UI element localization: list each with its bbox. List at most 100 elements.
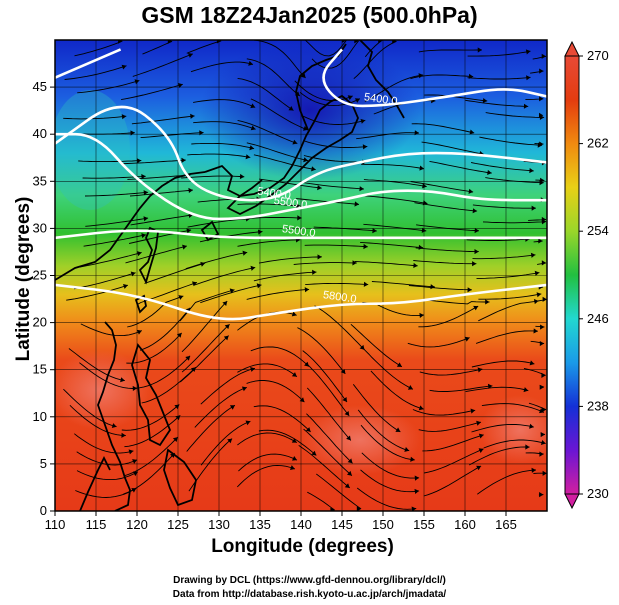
streamline — [485, 177, 544, 184]
streamline — [483, 439, 546, 449]
streamline — [471, 423, 534, 433]
streamline-arrow — [241, 386, 247, 392]
streamline — [76, 470, 139, 481]
coastline — [79, 455, 111, 511]
streamline — [415, 247, 479, 253]
y-tick-label: 35 — [33, 173, 47, 188]
streamline-arrow — [411, 506, 417, 511]
streamline-arrow — [120, 377, 125, 383]
warm-spot — [480, 395, 547, 465]
streamline — [412, 409, 476, 416]
streamline-arrow — [396, 362, 402, 367]
streamline — [363, 223, 427, 232]
streamline — [467, 76, 531, 80]
streamline-arrow — [344, 411, 350, 416]
streamline-arrow — [404, 447, 410, 452]
streamline-arrow — [250, 103, 256, 109]
streamline-arrow — [539, 68, 544, 74]
streamline-arrow — [199, 130, 204, 136]
streamline-arrow — [187, 53, 193, 58]
streamline-arrow — [174, 404, 180, 410]
streamline — [426, 299, 490, 305]
x-tick-label: 150 — [372, 517, 394, 532]
streamline-arrow — [176, 332, 182, 338]
credit-dcl: Drawing by DCL (https://www.gfd-dennou.o… — [173, 575, 446, 586]
streamline — [122, 159, 186, 165]
x-tick-label: 145 — [331, 517, 353, 532]
streamline — [237, 77, 294, 111]
contour-label: 5400.0 — [257, 185, 292, 202]
streamline — [181, 300, 228, 353]
streamline-arrow — [539, 96, 544, 102]
y-tick-label: 45 — [33, 79, 47, 94]
streamline-arrow — [529, 32, 533, 37]
streamline — [237, 239, 301, 247]
coastline — [226, 94, 359, 216]
streamline — [253, 405, 311, 433]
streamline-arrow — [136, 251, 142, 257]
streamlines — [63, 32, 547, 511]
streamline — [360, 241, 424, 249]
streamline — [304, 40, 347, 57]
streamline-arrow — [182, 244, 187, 250]
streamline — [259, 178, 322, 189]
streamline-arrow — [372, 228, 377, 234]
x-tick-label: 160 — [454, 517, 476, 532]
streamline — [258, 256, 322, 264]
colorbar-bottom-arrow — [564, 493, 580, 510]
streamline-arrow — [292, 139, 298, 145]
colorbar: 230 238 246 254 262 270 — [564, 40, 609, 510]
streamline-arrow — [249, 145, 255, 151]
streamline — [466, 238, 530, 241]
streamline — [246, 58, 301, 97]
axis-ticks: 110 115 120 125 130 135 140 145 150 155 160 165 0 5 10… — [33, 79, 517, 532]
streamline-arrow — [474, 249, 479, 255]
streamline-arrow — [186, 228, 192, 234]
streamline-arrow — [250, 125, 256, 131]
streamline — [364, 195, 428, 204]
streamline — [361, 163, 425, 170]
streamline-arrow — [132, 459, 138, 464]
streamline — [477, 469, 537, 495]
streamline-arrow — [143, 216, 149, 222]
streamline — [410, 181, 474, 193]
streamline-arrow — [347, 458, 353, 464]
streamline — [354, 261, 418, 267]
streamline-arrow — [304, 361, 309, 367]
streamline — [475, 330, 538, 344]
streamline-arrow — [312, 269, 317, 275]
streamline — [304, 140, 368, 148]
streamline-arrow — [239, 173, 245, 180]
streamline-arrow — [311, 166, 316, 172]
streamline — [304, 244, 368, 248]
streamline-arrow — [192, 281, 197, 287]
streamline — [130, 214, 194, 226]
streamline — [471, 162, 534, 172]
streamline-arrow — [539, 408, 544, 414]
streamline-arrow — [478, 433, 484, 439]
streamline-arrow — [539, 384, 545, 390]
streamline-arrow — [540, 177, 545, 183]
streamline — [465, 99, 529, 107]
streamline-arrow — [223, 335, 229, 341]
streamline-arrow — [330, 507, 335, 511]
streamline-arrow — [177, 83, 183, 88]
streamline — [481, 403, 545, 413]
streamline — [472, 204, 536, 209]
streamline-arrow — [132, 471, 138, 477]
streamline — [478, 293, 542, 300]
streamline-arrow — [360, 118, 366, 124]
streamline — [424, 448, 484, 474]
streamline-arrow — [530, 252, 536, 258]
x-tick-label: 115 — [86, 517, 107, 532]
streamline — [478, 300, 539, 322]
x-tick-label: 125 — [167, 517, 189, 532]
colorbar-tick-label: 230 — [587, 486, 609, 501]
streamline — [80, 323, 142, 337]
streamline-arrow — [536, 292, 542, 298]
streamline — [410, 74, 474, 80]
streamline-arrow — [540, 324, 545, 330]
streamline — [418, 305, 479, 328]
streamline-arrow — [523, 387, 529, 393]
